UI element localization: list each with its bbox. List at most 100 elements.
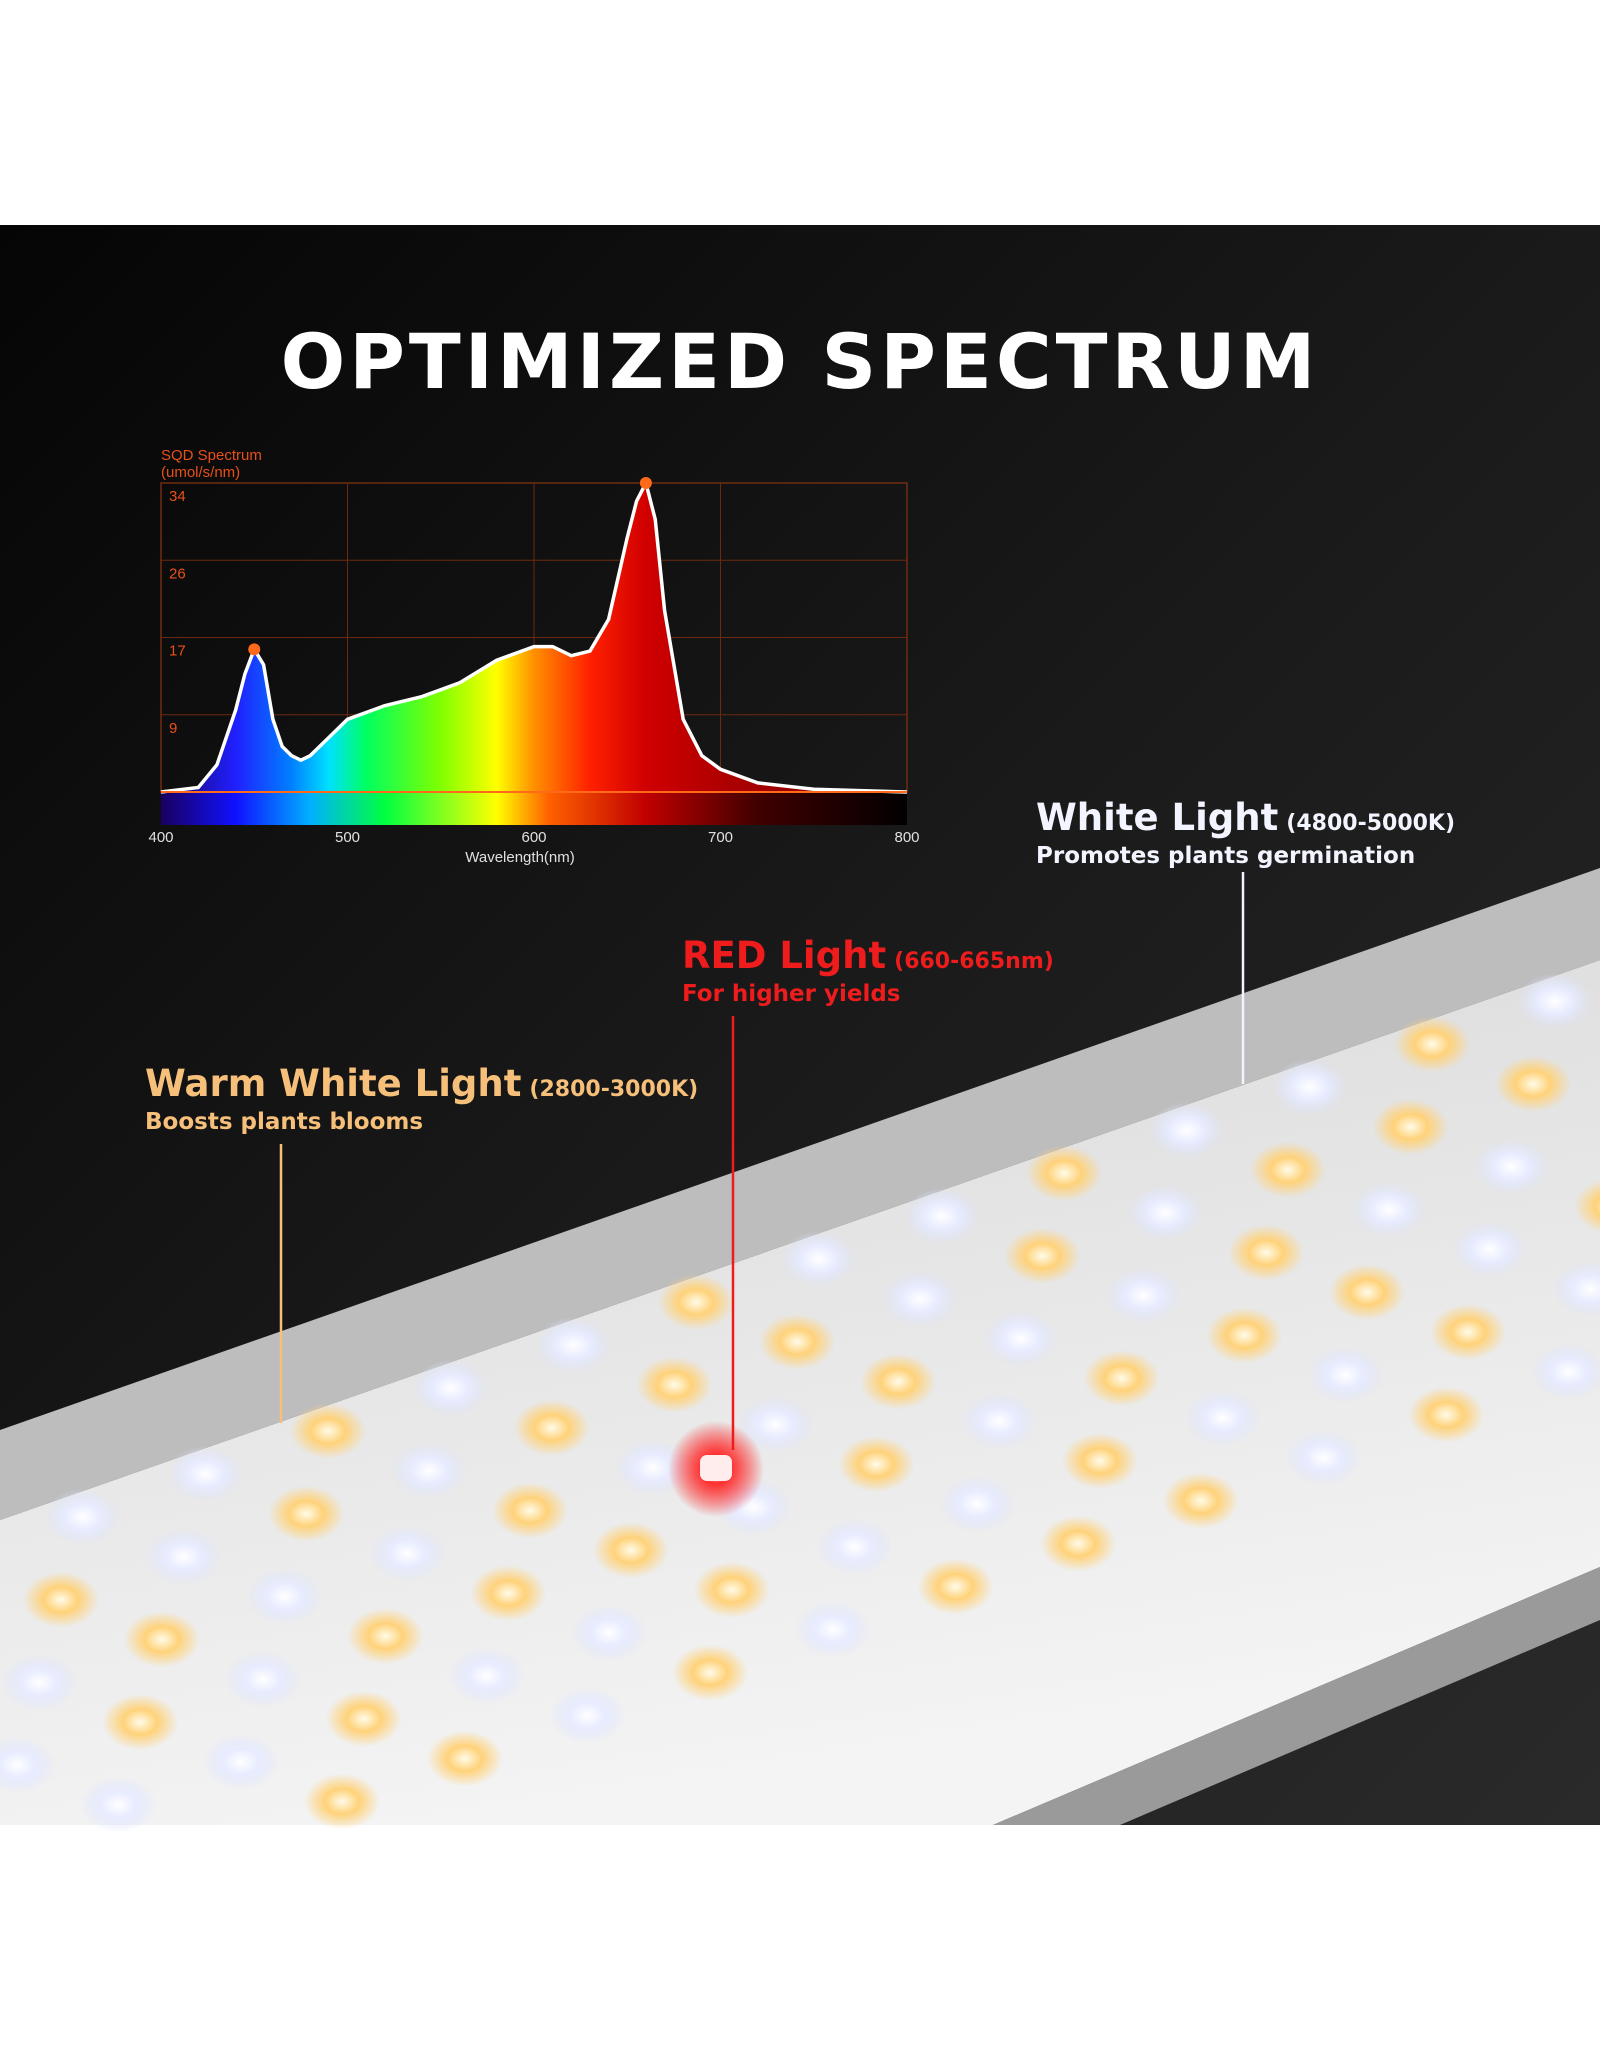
led <box>325 1690 402 1747</box>
callout-description: Promotes plants germination <box>1036 843 1415 869</box>
led <box>1574 1179 1600 1233</box>
callout-heading: RED Light (660-665nm) <box>682 934 1054 977</box>
y-tick-label: 17 <box>169 643 186 660</box>
led <box>203 1733 280 1790</box>
led <box>658 1274 735 1331</box>
led <box>44 1489 121 1546</box>
x-tick-label: 600 <box>521 829 546 846</box>
led <box>1429 1303 1506 1360</box>
fixture-face <box>0 960 1600 1825</box>
led <box>1530 1343 1600 1400</box>
led <box>1127 1184 1204 1241</box>
fixture-rail <box>0 868 1600 1520</box>
led <box>1026 1145 1103 1202</box>
led <box>838 1436 915 1493</box>
led <box>794 1601 871 1658</box>
led <box>1228 1224 1305 1281</box>
x-axis-label: Wavelength(nm) <box>465 849 574 866</box>
callout-range: (4800-5000K) <box>1286 811 1455 836</box>
page-title: OPTIMIZED SPECTRUM <box>281 317 1320 406</box>
led <box>1061 1432 1138 1489</box>
led <box>448 1647 525 1704</box>
led <box>917 1558 994 1615</box>
led <box>737 1396 814 1453</box>
led <box>571 1604 648 1661</box>
spectrum-line <box>160 478 908 794</box>
callout-heading: Warm White Light (2800-3000K) <box>145 1062 698 1105</box>
led <box>1285 1429 1362 1486</box>
led <box>1004 1227 1081 1284</box>
x-tick-label: 400 <box>148 829 173 846</box>
fixture-side <box>993 1567 1600 1825</box>
y-axis-label: (umol/s/nm) <box>161 464 240 481</box>
callout-title: RED Light <box>682 934 886 977</box>
callout-title: White Light <box>1036 796 1278 839</box>
led <box>1329 1264 1406 1321</box>
led <box>693 1561 770 1618</box>
led <box>513 1399 590 1456</box>
led <box>102 1694 179 1751</box>
led <box>592 1522 669 1579</box>
wavelength-bar <box>161 792 907 825</box>
led <box>1350 1181 1427 1238</box>
led <box>1271 1059 1348 1116</box>
led <box>246 1568 323 1625</box>
led <box>881 1270 958 1327</box>
led <box>1394 1016 1471 1073</box>
led <box>290 1403 367 1460</box>
x-tick-label: 500 <box>335 829 360 846</box>
led <box>426 1730 503 1787</box>
led <box>123 1611 200 1668</box>
red-led <box>700 1455 732 1481</box>
led <box>80 1776 157 1833</box>
y-tick-label: 34 <box>169 488 186 505</box>
callout-heading: White Light (4800-5000K) <box>1036 796 1455 839</box>
led <box>0 1737 56 1794</box>
led <box>1 1654 78 1711</box>
led <box>960 1393 1037 1450</box>
led <box>412 1360 489 1417</box>
callout-range: (2800-3000K) <box>529 1077 698 1102</box>
callout-description: Boosts plants blooms <box>145 1109 423 1135</box>
peak-marker <box>639 477 652 489</box>
led <box>145 1528 222 1585</box>
led <box>1516 973 1593 1030</box>
led <box>780 1231 857 1288</box>
led <box>167 1446 244 1503</box>
spectrum-area <box>161 483 907 792</box>
peak-marker <box>248 643 261 656</box>
chart-title: SQD Spectrum <box>161 447 262 464</box>
led <box>391 1442 468 1499</box>
led <box>1105 1267 1182 1324</box>
led <box>1552 1260 1600 1317</box>
led <box>903 1188 980 1245</box>
callout-range: (660-665nm) <box>894 949 1054 974</box>
led <box>22 1571 99 1628</box>
led <box>1495 1055 1572 1112</box>
led <box>549 1687 626 1744</box>
led <box>672 1644 749 1701</box>
led-fixture <box>0 868 1600 1833</box>
led <box>1040 1515 1117 1572</box>
led <box>1372 1098 1449 1155</box>
led <box>636 1356 713 1413</box>
led <box>470 1565 547 1622</box>
led <box>1307 1346 1384 1403</box>
led <box>816 1518 893 1575</box>
led <box>369 1525 446 1582</box>
led <box>224 1651 301 1708</box>
led <box>860 1353 937 1410</box>
y-tick-label: 26 <box>169 565 186 582</box>
callout-title: Warm White Light <box>145 1062 521 1105</box>
led <box>1249 1141 1326 1198</box>
led <box>759 1313 836 1370</box>
callout-description: For higher yields <box>682 981 901 1007</box>
led <box>1473 1138 1550 1195</box>
led <box>304 1773 381 1830</box>
y-tick-label: 9 <box>169 720 177 737</box>
led <box>268 1485 345 1542</box>
led <box>939 1475 1016 1532</box>
led <box>1162 1472 1239 1529</box>
x-tick-label: 800 <box>894 829 919 846</box>
